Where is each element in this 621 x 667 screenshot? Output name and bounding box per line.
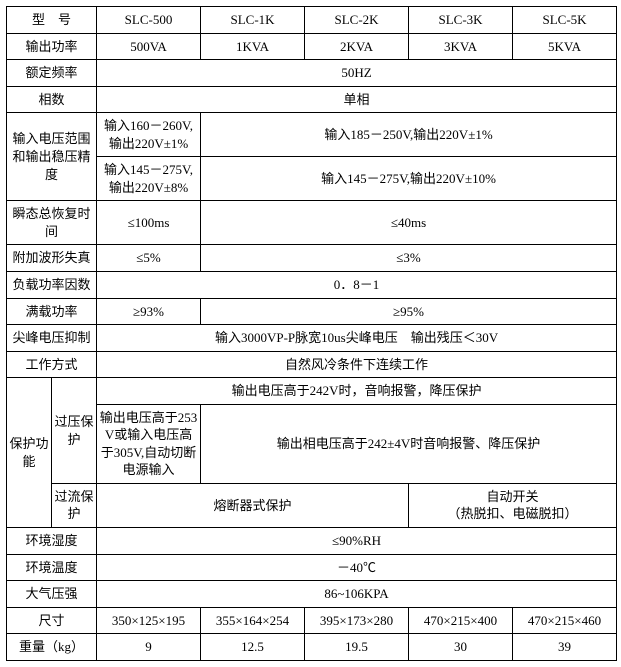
table-row: 输出电压高于253V或输入电压高于305V,自动切断电源输入 输出相电压高于24…	[7, 404, 617, 483]
row-label: 附加波形失真	[7, 245, 97, 272]
cell: 355×164×254	[201, 607, 305, 634]
table-row: 输入电压范围和输出稳压精度 输入160－260V,输出220V±1% 输入185…	[7, 113, 617, 157]
cell: ≥95%	[201, 298, 617, 325]
table-row: 尺寸 350×125×195 355×164×254 395×173×280 4…	[7, 607, 617, 634]
sub-label: 过压保护	[52, 378, 97, 484]
spec-table: 型 号 SLC-500 SLC-1K SLC-2K SLC-3K SLC-5K …	[6, 6, 617, 661]
table-row: 工作方式 自然风冷条件下连续工作	[7, 351, 617, 378]
table-row: 额定频率 50HZ	[7, 60, 617, 87]
table-row: 过流保护 熔断器式保护 自动开关（热脱扣、电磁脱扣）	[7, 483, 617, 527]
cell: 470×215×460	[513, 607, 617, 634]
cell: 39	[513, 634, 617, 661]
cell: 自动开关（热脱扣、电磁脱扣）	[409, 483, 617, 527]
cell: 500VA	[97, 33, 201, 60]
table-row: 型 号 SLC-500 SLC-1K SLC-2K SLC-3K SLC-5K	[7, 7, 617, 34]
cell: SLC-3K	[409, 7, 513, 34]
row-label: 重量（kg）	[7, 634, 97, 661]
cell: ≤90%RH	[97, 528, 617, 555]
cell: 19.5	[305, 634, 409, 661]
cell: 395×173×280	[305, 607, 409, 634]
cell: SLC-5K	[513, 7, 617, 34]
cell: SLC-2K	[305, 7, 409, 34]
cell: 输入160－260V,输出220V±1%	[97, 113, 201, 157]
table-row: 输出功率 500VA 1KVA 2KVA 3KVA 5KVA	[7, 33, 617, 60]
cell: 86~106KPA	[97, 581, 617, 608]
row-label: 瞬态总恢复时间	[7, 201, 97, 245]
cell: 输入145－275V,输出220V±8%	[97, 157, 201, 201]
row-label: 环境湿度	[7, 528, 97, 555]
cell: SLC-500	[97, 7, 201, 34]
cell: 2KVA	[305, 33, 409, 60]
cell: 输入145－275V,输出220V±10%	[201, 157, 617, 201]
table-row: 满载功率 ≥93% ≥95%	[7, 298, 617, 325]
row-label: 环境温度	[7, 554, 97, 581]
row-label: 尖峰电压抑制	[7, 325, 97, 352]
cell: 0．8－1	[97, 272, 617, 299]
cell: ≤100ms	[97, 201, 201, 245]
cell: 输入185－250V,输出220V±1%	[201, 113, 617, 157]
table-row: 环境湿度 ≤90%RH	[7, 528, 617, 555]
cell: 输出相电压高于242±4V时音响报警、降压保护	[201, 404, 617, 483]
cell: 单相	[97, 86, 617, 113]
cell: 1KVA	[201, 33, 305, 60]
cell: 输入3000VP-P脉宽10us尖峰电压 输出残压＜30V	[97, 325, 617, 352]
row-label: 相数	[7, 86, 97, 113]
row-label: 大气压强	[7, 581, 97, 608]
cell: ≥93%	[97, 298, 201, 325]
row-label: 输入电压范围和输出稳压精度	[7, 113, 97, 201]
table-row: 相数 单相	[7, 86, 617, 113]
row-label: 保护功能	[7, 378, 52, 528]
cell: 5KVA	[513, 33, 617, 60]
table-row: 大气压强 86~106KPA	[7, 581, 617, 608]
cell: SLC-1K	[201, 7, 305, 34]
cell: 350×125×195	[97, 607, 201, 634]
table-row: 输入145－275V,输出220V±8% 输入145－275V,输出220V±1…	[7, 157, 617, 201]
row-label: 额定频率	[7, 60, 97, 87]
table-row: 负载功率因数 0．8－1	[7, 272, 617, 299]
table-row: 重量（kg） 9 12.5 19.5 30 39	[7, 634, 617, 661]
row-label: 工作方式	[7, 351, 97, 378]
cell: 30	[409, 634, 513, 661]
cell: 3KVA	[409, 33, 513, 60]
table-row: 尖峰电压抑制 输入3000VP-P脉宽10us尖峰电压 输出残压＜30V	[7, 325, 617, 352]
cell: 50HZ	[97, 60, 617, 87]
cell: ≤5%	[97, 245, 201, 272]
row-label: 型 号	[7, 7, 97, 34]
cell: 9	[97, 634, 201, 661]
table-row: 附加波形失真 ≤5% ≤3%	[7, 245, 617, 272]
table-row: 环境温度 －40℃	[7, 554, 617, 581]
cell: 熔断器式保护	[97, 483, 409, 527]
row-label: 尺寸	[7, 607, 97, 634]
cell: －40℃	[97, 554, 617, 581]
row-label: 输出功率	[7, 33, 97, 60]
row-label: 满载功率	[7, 298, 97, 325]
table-row: 瞬态总恢复时间 ≤100ms ≤40ms	[7, 201, 617, 245]
cell: 470×215×400	[409, 607, 513, 634]
cell: 12.5	[201, 634, 305, 661]
sub-label: 过流保护	[52, 483, 97, 527]
table-row: 保护功能 过压保护 输出电压高于242V时，音响报警，降压保护	[7, 378, 617, 405]
cell: 自然风冷条件下连续工作	[97, 351, 617, 378]
cell: 输出电压高于253V或输入电压高于305V,自动切断电源输入	[97, 404, 201, 483]
cell: 输出电压高于242V时，音响报警，降压保护	[97, 378, 617, 405]
cell: ≤40ms	[201, 201, 617, 245]
cell: ≤3%	[201, 245, 617, 272]
row-label: 负载功率因数	[7, 272, 97, 299]
